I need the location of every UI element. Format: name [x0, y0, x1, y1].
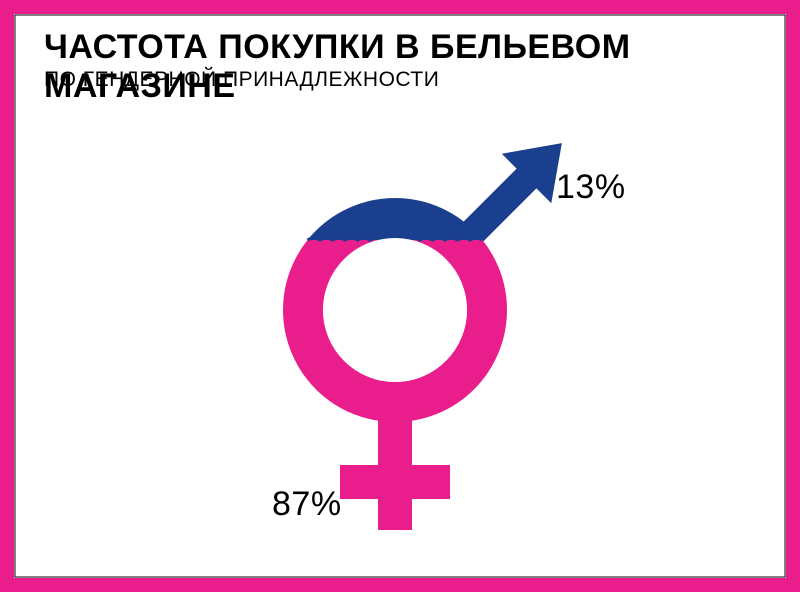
chart-title: ЧАСТОТА ПОКУПКИ В БЕЛЬЕВОМ МАГАЗИНЕ [44, 28, 800, 106]
male-percent-label: 13% [556, 168, 626, 207]
female-percent-label: 87% [272, 485, 342, 524]
infographic-frame: ЧАСТОТА ПОКУПКИ В БЕЛЬЕВОМ МАГАЗИНЕ ПО Г… [0, 0, 800, 592]
chart-subtitle: ПО ГЕНДЕРНОЙ ПРИНАДЛЕЖНОСТИ [44, 68, 439, 92]
